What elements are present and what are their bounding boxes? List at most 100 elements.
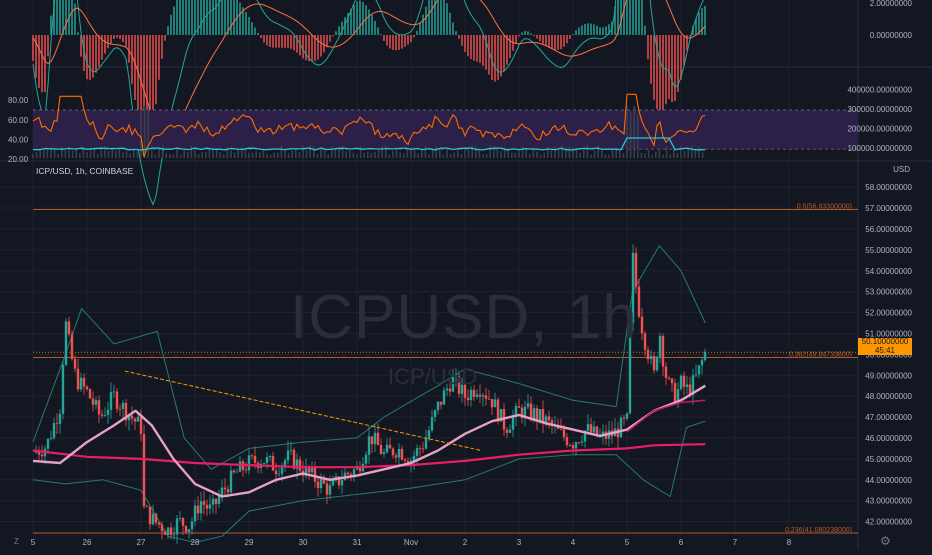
candle-body (109, 391, 113, 410)
macd-histogram-bar (35, 35, 37, 78)
rsi-band (33, 110, 858, 150)
volume-bar (352, 152, 355, 158)
candle-body (163, 531, 167, 535)
candle-body (178, 517, 182, 519)
macd-histogram-bar (320, 35, 322, 57)
volume-bar (244, 149, 247, 158)
y-tick-label: 55.00000000 (865, 246, 912, 255)
macd-histogram-bar (599, 27, 601, 35)
volume-bar (140, 110, 142, 158)
candle-body (487, 398, 491, 400)
candle-body (367, 436, 371, 455)
candle-body (562, 429, 566, 438)
x-tick-label: 5 (625, 538, 630, 547)
candle-body (37, 451, 41, 455)
macd-histogram-bar (155, 35, 157, 105)
macd-histogram-bar (524, 30, 526, 35)
volume-bar (475, 146, 477, 158)
candle-body (448, 388, 452, 392)
candle-body (589, 424, 593, 433)
macd-histogram-bar (506, 35, 508, 65)
volume-bar (381, 145, 383, 158)
candle-body (247, 455, 251, 471)
macd-histogram-bar (590, 23, 592, 35)
gear-icon[interactable]: ⚙ (880, 534, 891, 548)
macd-histogram-bar (50, 15, 52, 36)
macd-histogram-bar (344, 17, 346, 35)
macd-histogram-bar (254, 27, 256, 35)
volume-bar (557, 149, 560, 158)
candle-body (208, 504, 212, 509)
candle-body (307, 466, 311, 473)
candle-body (94, 400, 98, 405)
macd-histogram-bar (353, 4, 355, 36)
currency-label[interactable]: USD (893, 165, 910, 174)
macd-histogram-bar (362, 1, 364, 35)
volume-bar (143, 105, 146, 158)
y-tick-label: 46.00000000 (865, 434, 912, 443)
macd-histogram-bar (491, 35, 493, 81)
macd-histogram-bar (218, 0, 220, 36)
candle-body (382, 452, 386, 455)
candle-body (262, 462, 266, 465)
candle-body (394, 455, 398, 458)
volume-bar (647, 149, 650, 158)
candle-body (112, 391, 116, 393)
timezone-button[interactable]: Z (14, 537, 19, 546)
macd-histogram-bar (146, 35, 148, 124)
macd-histogram-bar (350, 8, 352, 35)
symbol-label[interactable]: ICP/USD, 1h, COINBASE (36, 166, 134, 176)
macd-histogram-bar (659, 35, 661, 113)
macd-histogram-bar (635, 0, 637, 36)
macd-histogram-bar (83, 35, 85, 72)
macd-histogram-bar (62, 0, 64, 35)
candle-body (196, 505, 200, 514)
y-tick-label: 42.00000000 (865, 518, 912, 527)
watermark-symbol: ICPUSD, 1h (290, 283, 638, 352)
candle-body (325, 483, 329, 495)
volume-bar (583, 149, 585, 158)
macd-histogram-bar (674, 35, 676, 101)
candle-body (421, 448, 425, 450)
macd-histogram-bar (680, 35, 682, 80)
candle-body (190, 521, 194, 530)
macd-histogram-bar (239, 2, 241, 36)
volume-bar (655, 151, 657, 158)
candle-body (550, 420, 554, 426)
candle-body (172, 534, 176, 536)
macd-histogram-bar (338, 26, 340, 35)
volume-bar (496, 146, 499, 158)
macd-histogram-bar (446, 3, 448, 36)
candle-body (484, 395, 488, 399)
candle-body (157, 522, 161, 525)
candle-body (277, 473, 281, 475)
volume-bar (197, 154, 200, 158)
macd-histogram-bar (263, 35, 265, 43)
volume-bar (100, 147, 103, 158)
macd-histogram-bar (47, 35, 49, 57)
last-price-tag: 50.10000000 45:41 (858, 337, 912, 355)
candle-body (289, 449, 293, 451)
candle-body (46, 438, 50, 449)
volume-bar (503, 147, 506, 158)
candle-body (274, 470, 278, 475)
y-tick-label: 56.00000000 (865, 225, 912, 234)
macd-histogram-bar (110, 35, 112, 44)
volume-bar (601, 148, 603, 158)
macd-histogram-bar (542, 35, 544, 44)
candle-body (304, 466, 308, 476)
macd-histogram-bar (695, 18, 697, 35)
volume-bar (565, 146, 567, 158)
candle-body (499, 409, 503, 422)
volume-bar (79, 153, 81, 158)
macd-histogram-bar (200, 0, 202, 36)
x-tick-label: 31 (353, 538, 362, 547)
volume-bar (82, 146, 85, 158)
candle-body (340, 480, 344, 486)
candle-body (88, 389, 92, 399)
macd-histogram-bar (128, 35, 130, 63)
volume-bar (46, 147, 49, 158)
volume-bar (176, 147, 178, 158)
macd-histogram-bar (38, 35, 40, 88)
